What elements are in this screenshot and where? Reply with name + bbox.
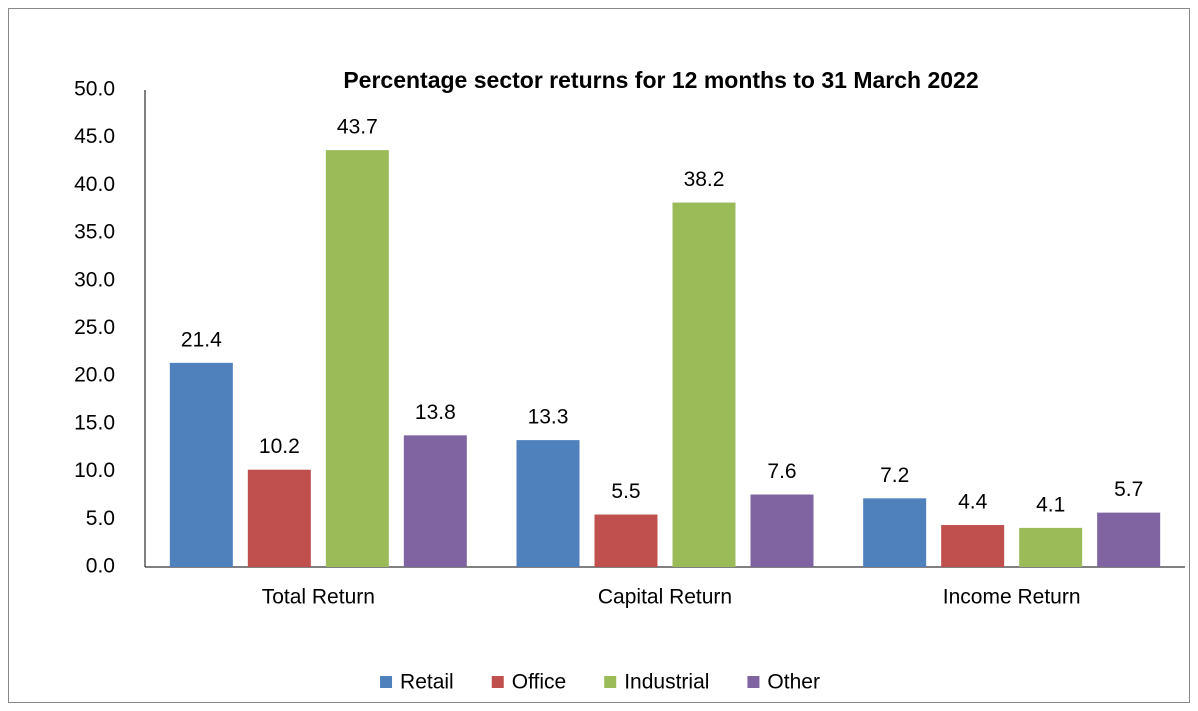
data-label: 5.7 bbox=[1114, 478, 1143, 501]
legend-label: Industrial bbox=[624, 671, 709, 694]
data-label: 21.4 bbox=[181, 328, 222, 351]
legend-swatch bbox=[747, 676, 760, 688]
bar bbox=[325, 150, 389, 568]
bar bbox=[1019, 527, 1083, 567]
data-label: 4.1 bbox=[1036, 493, 1065, 516]
bar bbox=[403, 435, 467, 567]
legend-swatch bbox=[491, 676, 504, 688]
y-tick-label: 10.0 bbox=[74, 459, 115, 482]
chart-frame bbox=[8, 8, 1190, 703]
bar bbox=[1097, 512, 1161, 567]
legend-label: Office bbox=[512, 671, 566, 694]
bar bbox=[941, 525, 1005, 567]
y-tick-label: 30.0 bbox=[74, 268, 115, 291]
bar bbox=[247, 469, 311, 567]
y-tick-label: 35.0 bbox=[74, 221, 115, 244]
bar bbox=[594, 514, 658, 567]
bar bbox=[750, 494, 814, 567]
data-label: 7.6 bbox=[767, 460, 796, 483]
bar bbox=[672, 202, 736, 567]
bar bbox=[169, 362, 233, 567]
data-label: 13.3 bbox=[528, 406, 569, 429]
bar bbox=[516, 440, 580, 567]
legend-label: Retail bbox=[400, 671, 454, 694]
y-tick-label: 0.0 bbox=[86, 555, 115, 578]
data-label: 4.4 bbox=[958, 491, 988, 514]
data-label: 5.5 bbox=[611, 480, 640, 503]
y-tick-label: 20.0 bbox=[74, 364, 115, 387]
data-label: 7.2 bbox=[880, 464, 909, 487]
data-label: 38.2 bbox=[684, 168, 725, 191]
data-label: 13.8 bbox=[415, 401, 456, 424]
x-tick-label: Total Return bbox=[262, 586, 375, 609]
x-tick-label: Income Return bbox=[943, 586, 1081, 609]
legend-swatch bbox=[380, 676, 393, 688]
y-tick-label: 15.0 bbox=[74, 411, 115, 434]
data-label: 10.2 bbox=[259, 435, 300, 458]
y-tick-label: 50.0 bbox=[74, 78, 115, 101]
x-tick-label: Capital Return bbox=[598, 586, 732, 609]
y-tick-label: 45.0 bbox=[74, 125, 115, 148]
chart-title: Percentage sector returns for 12 months … bbox=[343, 67, 978, 93]
legend-label: Other bbox=[767, 671, 820, 694]
bar bbox=[863, 498, 927, 567]
legend-swatch bbox=[604, 676, 617, 688]
y-tick-label: 25.0 bbox=[74, 316, 115, 339]
y-tick-label: 40.0 bbox=[74, 173, 115, 196]
y-tick-label: 5.0 bbox=[86, 507, 115, 530]
data-label: 43.7 bbox=[337, 116, 378, 139]
